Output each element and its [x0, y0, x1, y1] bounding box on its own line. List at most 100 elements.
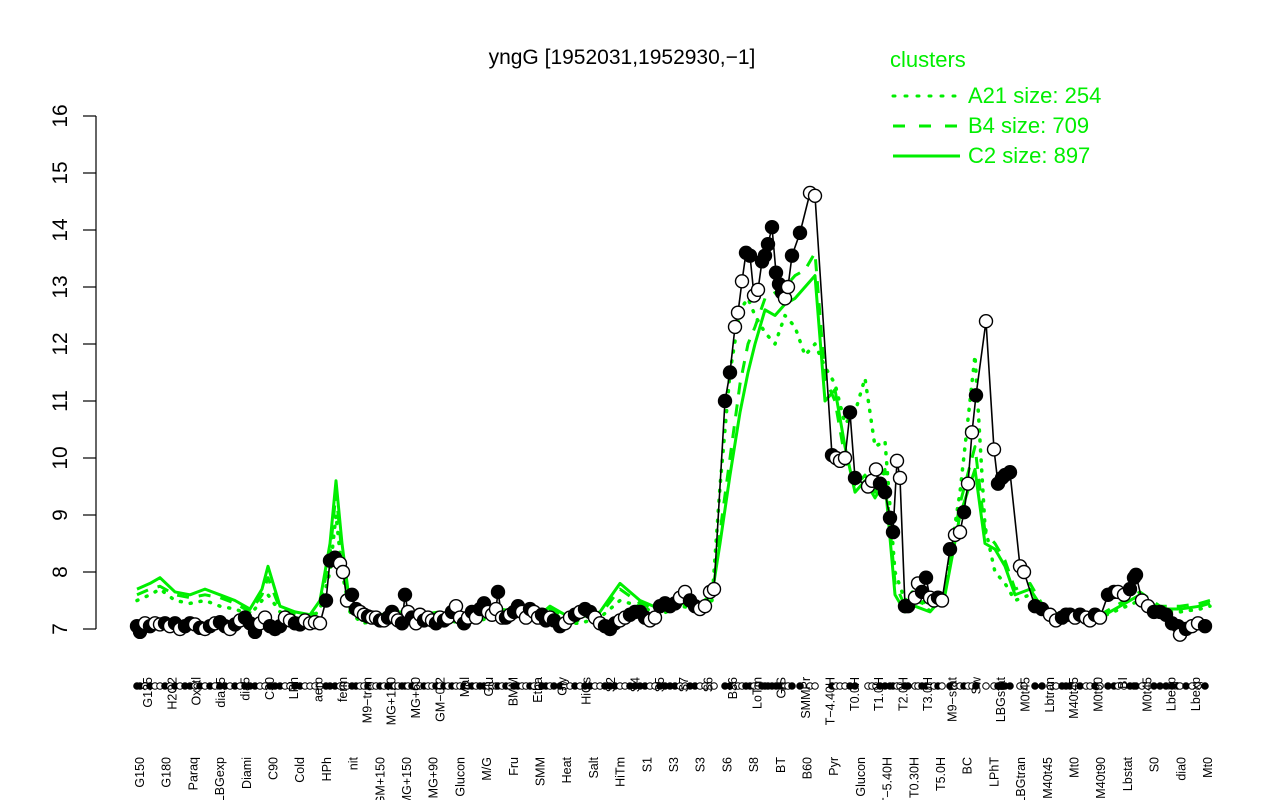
rug-mark — [1201, 682, 1209, 690]
data-point — [868, 462, 884, 477]
x-tick-label: Glucon — [854, 757, 868, 797]
data-point — [877, 485, 893, 500]
data-point — [968, 388, 984, 403]
x-tick-label: H2O2 — [165, 677, 179, 710]
x-tick-label: S1 — [640, 757, 654, 772]
data-point — [764, 219, 780, 235]
y-tick-label: 7 — [49, 623, 72, 635]
x-tick-label: SMM — [534, 757, 548, 786]
x-tick-label: T0.0H — [848, 677, 862, 711]
x-tick-label: HiOs — [580, 677, 594, 705]
rug-mark — [938, 682, 946, 690]
cluster-lines — [135, 251, 1212, 626]
data-point — [952, 524, 968, 540]
data-point — [1128, 567, 1144, 583]
rug-mark — [811, 682, 819, 690]
legend-entry-b4: B4 size: 709 — [968, 113, 1089, 138]
x-tick-label: MG+60 — [409, 677, 423, 718]
x-tick-label: dia5 — [238, 677, 252, 701]
x-tick-label: MG+120 — [385, 677, 399, 725]
x-tick-label: ferm — [336, 677, 350, 702]
y-tick-label: 10 — [49, 446, 72, 469]
rug-mark — [1038, 682, 1046, 690]
data-point — [837, 450, 853, 466]
x-tick-label: M9−stat — [945, 676, 959, 721]
x-tick-label: S3 — [694, 757, 708, 772]
data-point — [1197, 618, 1213, 634]
y-tick-label: 9 — [49, 509, 72, 521]
data-point — [934, 593, 950, 608]
x-tick-label: G150 — [133, 757, 147, 788]
data-point — [780, 279, 796, 295]
x-tick-label: S0 — [1148, 757, 1162, 772]
y-tick-label: 16 — [49, 104, 72, 127]
x-tick-label: GM+150 — [373, 757, 387, 800]
x-tick-label: S6 — [720, 757, 734, 772]
x-tick-label: BC — [961, 757, 975, 774]
x-tick-label: M40t45 — [1041, 757, 1055, 799]
x-tick-label: HPh — [320, 757, 334, 781]
x-tick-label: S7 — [677, 677, 691, 692]
x-tick-label: T2.0H — [897, 677, 911, 711]
legend: clusters A21 size: 254 B4 size: 709 C2 s… — [890, 47, 1101, 168]
data-point — [697, 599, 713, 614]
x-tick-label: M9−tran — [360, 677, 374, 723]
data-point — [847, 470, 863, 486]
x-tick-label: T−4.40H — [823, 677, 837, 725]
x-tick-label: S8 — [747, 757, 761, 772]
x-tick-label: Etha — [531, 677, 545, 703]
x-tick-label: Mal — [458, 677, 472, 697]
expression-series — [129, 185, 1213, 642]
data-point — [730, 305, 746, 320]
data-point — [956, 504, 972, 520]
data-point — [1016, 564, 1032, 580]
x-tick-label: M/G — [480, 757, 494, 781]
x-tick-label: LBGstat — [994, 676, 1008, 722]
x-tick-label: S4 — [628, 677, 642, 692]
data-point — [706, 581, 722, 597]
x-tick-label: Glucon — [453, 757, 467, 797]
chart-title: yngG [1952031,1952930,−1] — [489, 46, 756, 69]
x-tick-label: M0t45 — [1018, 677, 1032, 712]
data-point — [722, 365, 738, 380]
x-tick-label: B36 — [726, 677, 740, 699]
x-tick-label: T0.30H — [907, 757, 921, 798]
data-point — [842, 405, 858, 420]
data-point — [978, 314, 994, 329]
data-point — [1002, 465, 1018, 480]
legend-title: clusters — [890, 47, 966, 72]
y-tick-label: 14 — [49, 218, 72, 242]
data-point — [397, 587, 413, 602]
x-tick-label: LBGexp — [213, 757, 227, 800]
x-tick-label: Lbtran — [1043, 677, 1057, 712]
rug-mark — [1031, 682, 1039, 690]
expression-line — [136, 191, 1206, 637]
x-tick-label: T5.0H — [934, 757, 948, 791]
x-tick-label: aero — [312, 677, 326, 702]
x-tick-label: C30 — [263, 677, 277, 700]
x-tick-label: G135 — [141, 677, 155, 708]
rug-mark — [982, 682, 990, 690]
y-axis: 7 8 9 10 11 12 13 14 15 16 — [49, 104, 97, 635]
cluster-line-solid — [136, 274, 1211, 620]
rug-mark — [710, 682, 718, 690]
rug-mark — [796, 682, 804, 690]
x-tick-label: Mt0 — [1201, 757, 1215, 778]
x-tick-label: Pyr — [827, 757, 841, 776]
x-tick-label: dia0 — [1174, 757, 1188, 781]
data-point — [807, 188, 823, 204]
x-tick-label: BI — [1116, 677, 1130, 689]
x-tick-label: SMMPr — [799, 677, 813, 719]
y-tick-label: 13 — [49, 275, 72, 298]
data-point — [318, 593, 334, 608]
x-tick-label: G/S — [775, 677, 789, 699]
x-tick-label: Oxctl — [190, 677, 204, 705]
x-tick-label: BMM — [507, 677, 521, 706]
rug-mark — [1006, 682, 1014, 690]
x-tick-label: LoTm — [750, 677, 764, 709]
data-point — [1092, 610, 1108, 625]
rug-mark — [788, 682, 796, 690]
x-tick-label: dia15 — [214, 677, 228, 708]
x-tick-label: Mt0 — [1068, 757, 1082, 778]
cluster-line-dotted — [135, 296, 1212, 626]
